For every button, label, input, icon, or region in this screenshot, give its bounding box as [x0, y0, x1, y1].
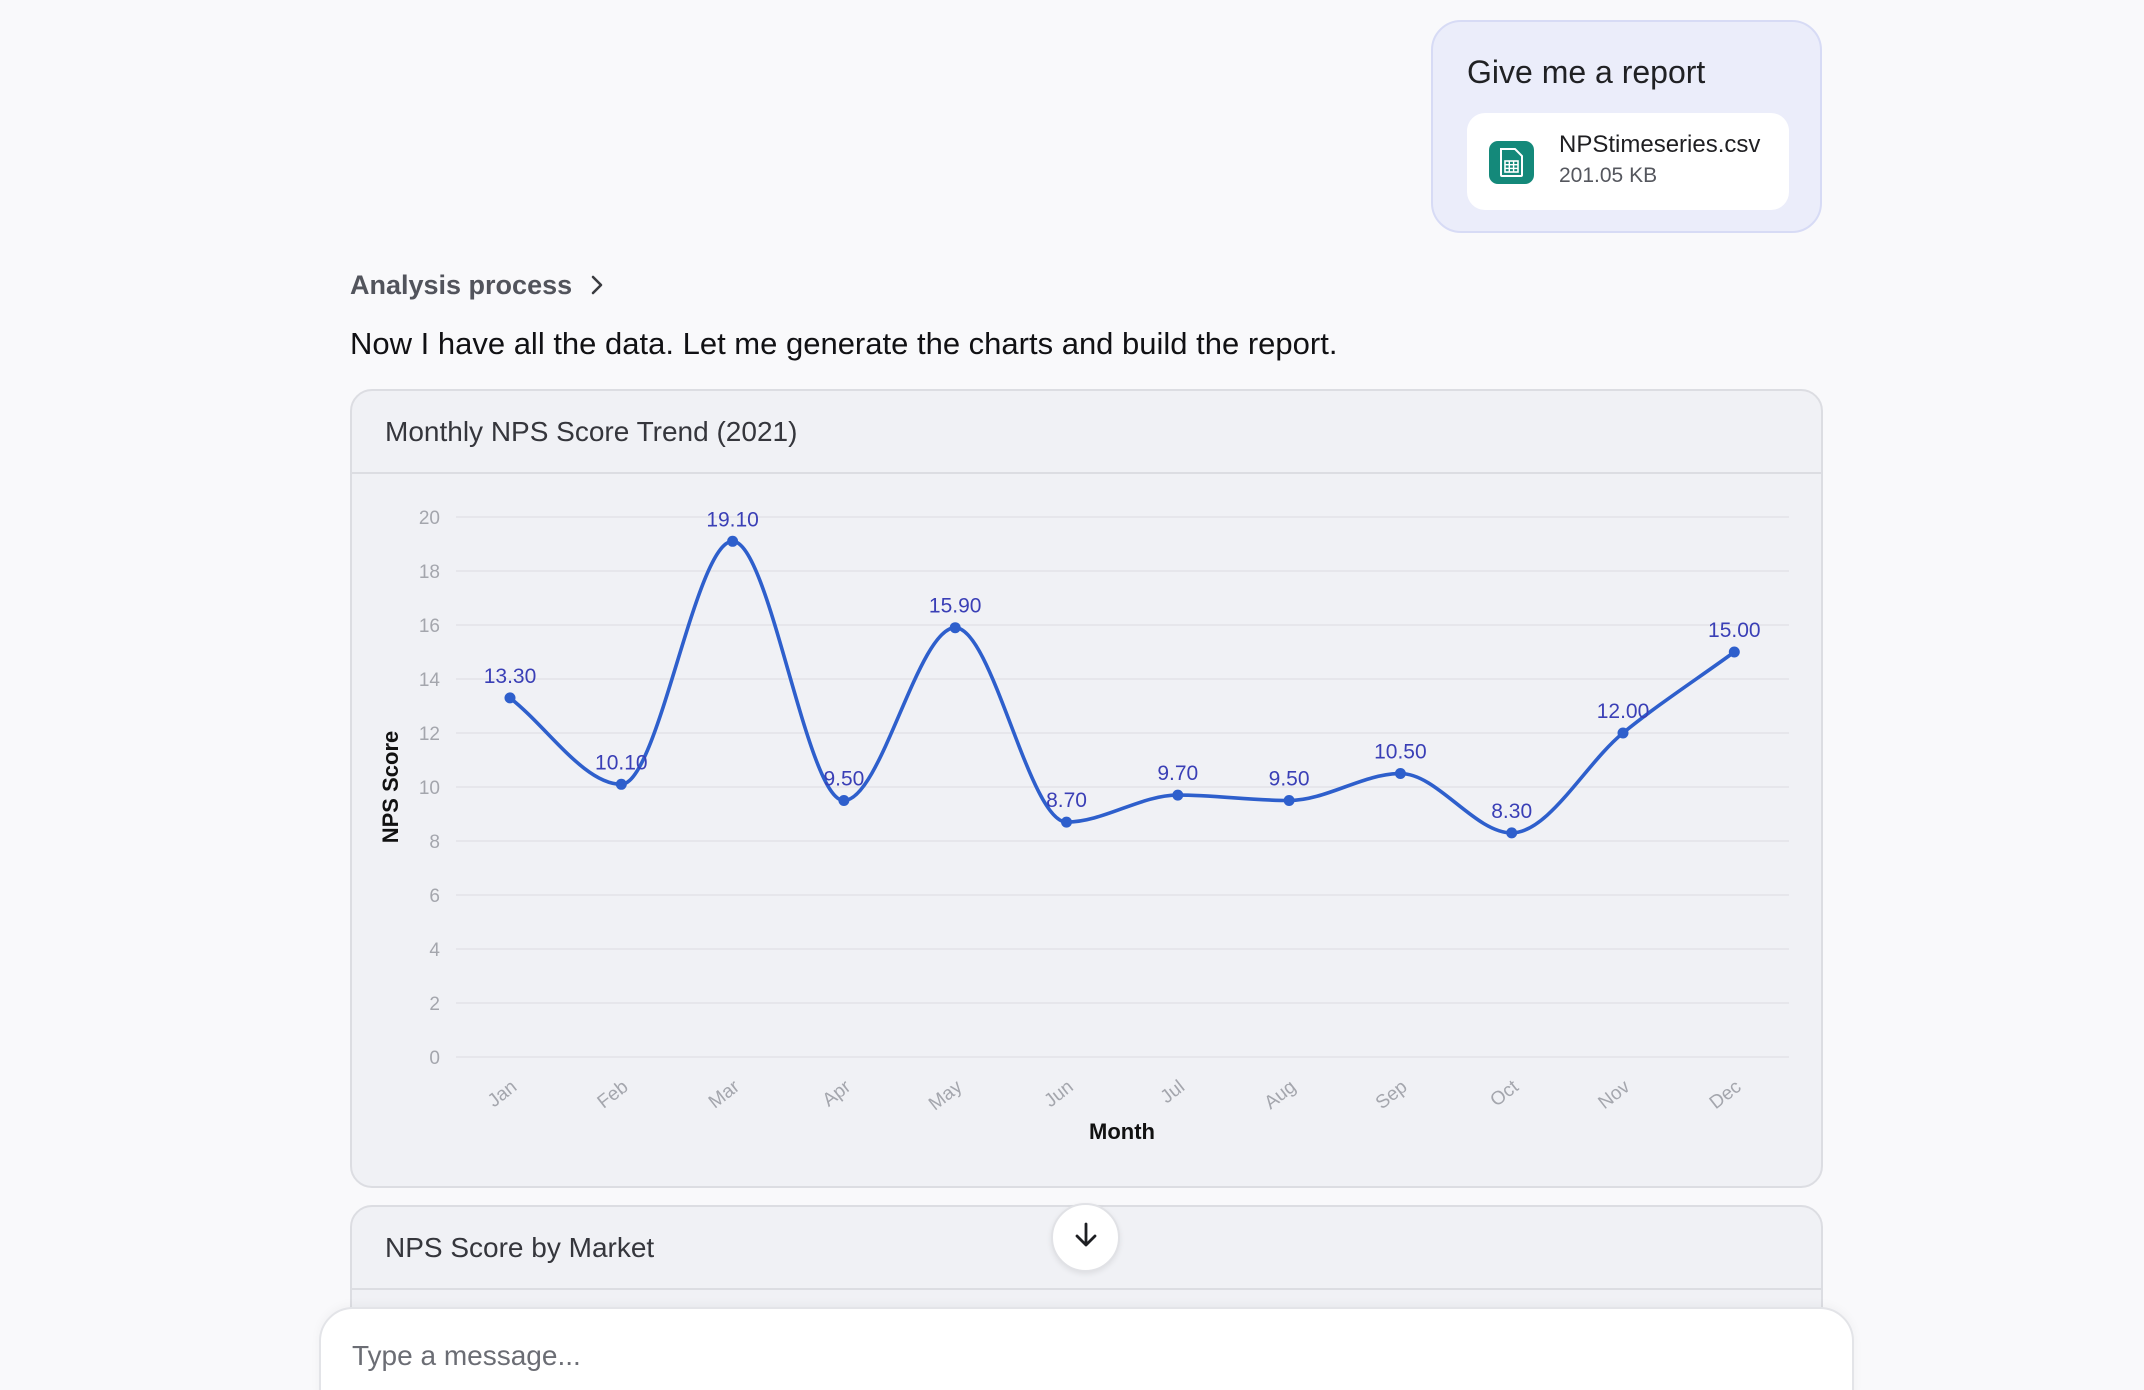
x-tick-label: Nov	[1595, 1076, 1635, 1114]
data-label: 9.70	[1157, 762, 1198, 785]
data-point	[1394, 768, 1406, 779]
x-tick-label: Feb	[594, 1076, 633, 1113]
data-point	[1172, 789, 1184, 801]
data-label: 8.70	[1046, 789, 1087, 812]
data-point	[1617, 727, 1629, 739]
y-tick-label: 14	[419, 670, 441, 691]
y-tick-label: 18	[419, 562, 440, 583]
y-tick-label: 20	[419, 508, 440, 529]
user-message-text: Give me a report	[1467, 54, 1706, 90]
message-input[interactable]	[352, 1333, 1802, 1379]
user-message-bubble: Give me a report NPStimeseries.csv 201.0…	[1431, 20, 1822, 233]
data-label: 12.00	[1597, 700, 1650, 723]
analysis-process-toggle[interactable]: Analysis process	[350, 268, 604, 302]
y-tick-label: 6	[429, 886, 440, 907]
data-label: 9.50	[1269, 768, 1310, 791]
scroll-to-bottom-button[interactable]	[1051, 1203, 1120, 1272]
message-composer	[319, 1307, 1854, 1390]
attachment-file-name: NPStimeseries.csv	[1559, 131, 1761, 158]
y-tick-label: 2	[429, 994, 440, 1015]
data-label: 15.00	[1708, 619, 1761, 642]
data-point	[1728, 646, 1740, 658]
x-tick-label: Sep	[1372, 1076, 1412, 1113]
x-axis-title: Month	[1089, 1119, 1155, 1144]
y-tick-label: 4	[429, 940, 440, 961]
analysis-process-label: Analysis process	[350, 269, 573, 300]
chart-card-nps-trend: Monthly NPS Score Trend (2021) 0 2 4 6 8 10 12…	[350, 389, 1823, 1188]
y-tick-label: 12	[419, 724, 440, 745]
y-tick-label: 16	[419, 616, 440, 637]
x-tick-label: Jan	[484, 1076, 521, 1111]
spreadsheet-file-icon	[1489, 141, 1534, 184]
data-point	[838, 795, 850, 806]
data-label: 13.30	[484, 665, 537, 688]
series-line	[508, 539, 1736, 835]
data-point	[1283, 795, 1295, 806]
x-tick-label: May	[925, 1076, 967, 1115]
x-tick-label: Jul	[1157, 1076, 1189, 1108]
data-point	[727, 535, 739, 547]
attachment-card[interactable]: NPStimeseries.csv 201.05 KB	[1467, 113, 1789, 210]
data-point	[1506, 827, 1518, 839]
data-label: 10.50	[1374, 741, 1427, 764]
assistant-message-text: Now I have all the data. Let me generate…	[350, 326, 1338, 361]
chevron-right-icon	[590, 274, 604, 296]
y-tick-label: 0	[429, 1048, 440, 1069]
y-tick-label: 10	[419, 778, 440, 799]
data-label: 19.10	[706, 508, 759, 531]
x-tick-label: Apr	[819, 1076, 856, 1111]
y-tick-label: 8	[429, 832, 440, 853]
data-label: 10.10	[595, 751, 648, 774]
data-label: 15.90	[929, 595, 982, 618]
x-tick-label: Dec	[1706, 1076, 1746, 1113]
x-tick-label: Jun	[1041, 1076, 1078, 1111]
x-tick-label: Oct	[1487, 1076, 1524, 1111]
nps-trend-chart-svg: 0 2 4 6 8 10 12 14 16 18 20 Jan Feb Mar Apr May Jun Jul Au…	[378, 508, 1789, 1144]
data-point	[949, 622, 961, 634]
data-point	[615, 778, 627, 790]
data-label: 8.30	[1491, 800, 1532, 823]
data-label: 9.50	[823, 768, 864, 791]
nps-trend-chart: 0 2 4 6 8 10 12 14 16 18 20 Jan Feb Mar Apr May Jun Jul Au…	[352, 391, 1821, 1186]
attachment-file-size: 201.05 KB	[1559, 164, 1658, 187]
chart-card-title: NPS Score by Market	[352, 1207, 1821, 1290]
chart-card-title: Monthly NPS Score Trend (2021)	[352, 391, 1821, 474]
data-point	[504, 692, 516, 704]
x-tick-label: Mar	[705, 1076, 744, 1113]
arrow-down-icon	[1073, 1221, 1099, 1254]
y-axis-title: NPS Score	[378, 731, 403, 844]
data-point	[1061, 816, 1072, 828]
x-tick-label: Aug	[1261, 1076, 1301, 1113]
